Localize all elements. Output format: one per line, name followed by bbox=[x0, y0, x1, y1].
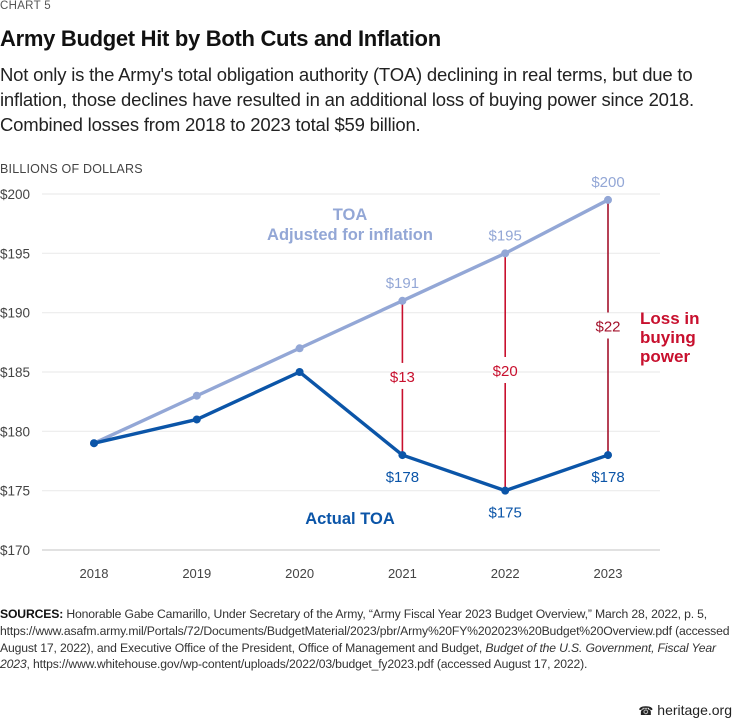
loss-value-label: $22 bbox=[595, 319, 620, 336]
loss-lines: $13 $20 $22 bbox=[390, 199, 621, 491]
y-axis-ticks: $170 $175 $180 $185 $190 $195 $200 bbox=[0, 187, 30, 558]
data-labels: $191 $195 $200 $178 $175 $178 bbox=[386, 174, 625, 522]
x-tick-label: 2018 bbox=[80, 566, 109, 581]
y-tick-label: $185 bbox=[0, 365, 30, 380]
series-labels: TOA Adjusted for inflation Actual TOA Loss … bbox=[267, 206, 699, 528]
actual-toa-point bbox=[295, 368, 304, 376]
sources-italic: Budget of the U.S. Government, Fiscal Ye… bbox=[0, 640, 716, 672]
adjusted-toa-value-label: $191 bbox=[386, 275, 419, 292]
liberty-bell-icon: ☎ bbox=[638, 704, 654, 718]
adjusted-toa-value-label: $195 bbox=[489, 227, 522, 244]
x-tick-label: 2020 bbox=[285, 566, 314, 581]
actual-toa-point bbox=[604, 451, 612, 460]
chart-subtitle: Not only is the Army's total obligation … bbox=[0, 64, 694, 135]
loss-in-buying-power-label: power bbox=[640, 347, 690, 366]
actual-toa-value-label: $175 bbox=[489, 505, 522, 522]
series-lines bbox=[90, 195, 612, 495]
gridlines bbox=[42, 193, 660, 551]
y-tick-label: $200 bbox=[0, 187, 30, 202]
adjusted-toa-point bbox=[604, 195, 612, 204]
y-tick-label: $175 bbox=[0, 484, 30, 499]
y-axis-unit-label: BILLIONS OF DOLLARS bbox=[0, 162, 143, 176]
loss-in-buying-power-label: Loss in bbox=[640, 309, 700, 328]
y-tick-label: $180 bbox=[0, 424, 30, 439]
adjusted-toa-series-label: Adjusted for inflation bbox=[267, 226, 433, 244]
actual-toa-value-label: $178 bbox=[591, 469, 624, 486]
actual-toa-point bbox=[90, 439, 98, 448]
x-axis-ticks: 2018 2019 2020 2021 2022 2023 bbox=[80, 566, 623, 581]
x-tick-label: 2023 bbox=[594, 566, 623, 581]
x-tick-label: 2019 bbox=[182, 566, 211, 581]
actual-toa-point bbox=[192, 415, 201, 424]
y-tick-label: $190 bbox=[0, 306, 30, 321]
chart-title: Army Budget Hit by Both Cuts and Inflati… bbox=[0, 26, 441, 51]
adjusted-toa-value-label: $200 bbox=[591, 174, 624, 191]
actual-toa-point bbox=[398, 451, 407, 460]
adjusted-toa-series-label: TOA bbox=[333, 206, 368, 224]
adjusted-toa-point bbox=[398, 296, 407, 305]
actual-toa-line bbox=[93, 370, 609, 493]
x-tick-label: 2022 bbox=[491, 566, 520, 581]
sources-text-1: Honorable Gabe Camarillo, Under Secretar… bbox=[0, 607, 730, 655]
adjusted-toa-point bbox=[501, 249, 510, 258]
line-chart: $170 $175 $180 $185 $190 $195 $200 2018 2019 202… bbox=[0, 174, 700, 581]
sources-note: SOURCES: Honorable Gabe Camarillo, Under… bbox=[0, 606, 734, 673]
sources-label: SOURCES: bbox=[0, 607, 64, 621]
brand-credit[interactable]: ☎ heritage.org bbox=[638, 702, 732, 718]
x-tick-label: 2021 bbox=[388, 566, 417, 581]
actual-toa-value-label: $178 bbox=[386, 469, 419, 486]
actual-toa-series-label: Actual TOA bbox=[305, 510, 395, 528]
brand-link[interactable]: heritage.org bbox=[657, 702, 732, 718]
adjusted-toa-line bbox=[93, 198, 609, 445]
loss-in-buying-power-label: buying bbox=[640, 328, 696, 347]
sources-text-2: , https://www.whitehouse.gov/wp-content/… bbox=[26, 657, 588, 672]
y-tick-label: $195 bbox=[0, 246, 30, 261]
y-tick-label: $170 bbox=[0, 543, 30, 558]
adjusted-toa-point bbox=[192, 391, 201, 400]
loss-value-label: $13 bbox=[390, 369, 415, 386]
loss-value-label: $20 bbox=[493, 363, 518, 380]
adjusted-toa-point bbox=[295, 344, 304, 353]
chart-number: CHART 5 bbox=[0, 0, 51, 12]
actual-toa-point bbox=[501, 486, 510, 495]
